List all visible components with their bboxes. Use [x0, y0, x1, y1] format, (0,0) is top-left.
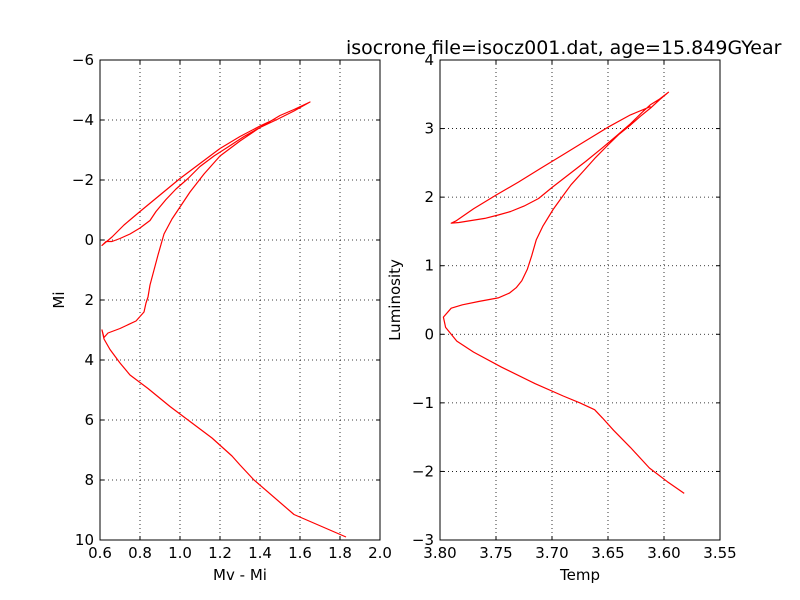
- y-tick-label: 6: [84, 411, 94, 429]
- y-axis-label: Luminosity: [386, 259, 404, 341]
- x-tick-label: 0.8: [128, 544, 152, 562]
- x-tick-label: 3.80: [423, 544, 456, 562]
- y-tick-label: −1: [412, 394, 434, 412]
- y-tick-label: 0: [424, 325, 434, 343]
- x-tick-label: 1.0: [168, 544, 192, 562]
- y-tick-label: 8: [84, 471, 94, 489]
- y-tick-label: 2: [424, 188, 434, 206]
- x-tick-label: 1.2: [208, 544, 232, 562]
- x-axis-label: Mv - Mi: [213, 566, 267, 584]
- axes-frame: [439, 59, 721, 541]
- luminosity-temp-panel: 3.80 3.75 3.70 3.65 3.60 3.55 −3 −2 −1 0 1 2 3 4 Temp L…: [386, 51, 737, 584]
- y-tick-label: 0: [84, 231, 94, 249]
- x-tick-label: 3.65: [591, 544, 624, 562]
- x-tick-label: 3.70: [535, 544, 568, 562]
- y-tick-label: −2: [412, 462, 434, 480]
- color-magnitude-panel: 0.6 0.8 1.0 1.2 1.4 1.6 1.8 2.0 −6 −4 −2 0 2 4 6 8 10 Mv …: [50, 51, 392, 584]
- y-tick-label: −6: [72, 51, 94, 69]
- x-tick-label: 1.6: [288, 544, 312, 562]
- x-axis-label: Temp: [559, 566, 600, 584]
- y-tick-label: 1: [424, 257, 434, 275]
- y-tick-label: 4: [84, 351, 94, 369]
- y-tick-label: −2: [72, 171, 94, 189]
- axes-frame: [99, 59, 381, 541]
- x-tick-label: 3.75: [479, 544, 512, 562]
- x-tick-label: 1.8: [328, 544, 352, 562]
- y-tick-label: −3: [412, 531, 434, 549]
- y-tick-label: 3: [424, 120, 434, 138]
- x-tick-label: 3.60: [647, 544, 680, 562]
- y-tick-label: 2: [84, 291, 94, 309]
- isochrone-line: [101, 101, 347, 538]
- y-axis-label: Mi: [50, 291, 68, 308]
- y-tick-label: 10: [75, 531, 94, 549]
- isochrone-line: [442, 91, 685, 494]
- x-tick-label: 0.6: [88, 544, 112, 562]
- x-tick-label: 2.0: [368, 544, 392, 562]
- figure-title: isocrone file=isocz001.dat, age=15.849GY…: [346, 37, 782, 59]
- y-tick-label: 4: [424, 51, 434, 69]
- x-tick-label: 1.4: [248, 544, 272, 562]
- x-tick-label: 3.55: [703, 544, 736, 562]
- y-tick-label: −4: [72, 111, 94, 129]
